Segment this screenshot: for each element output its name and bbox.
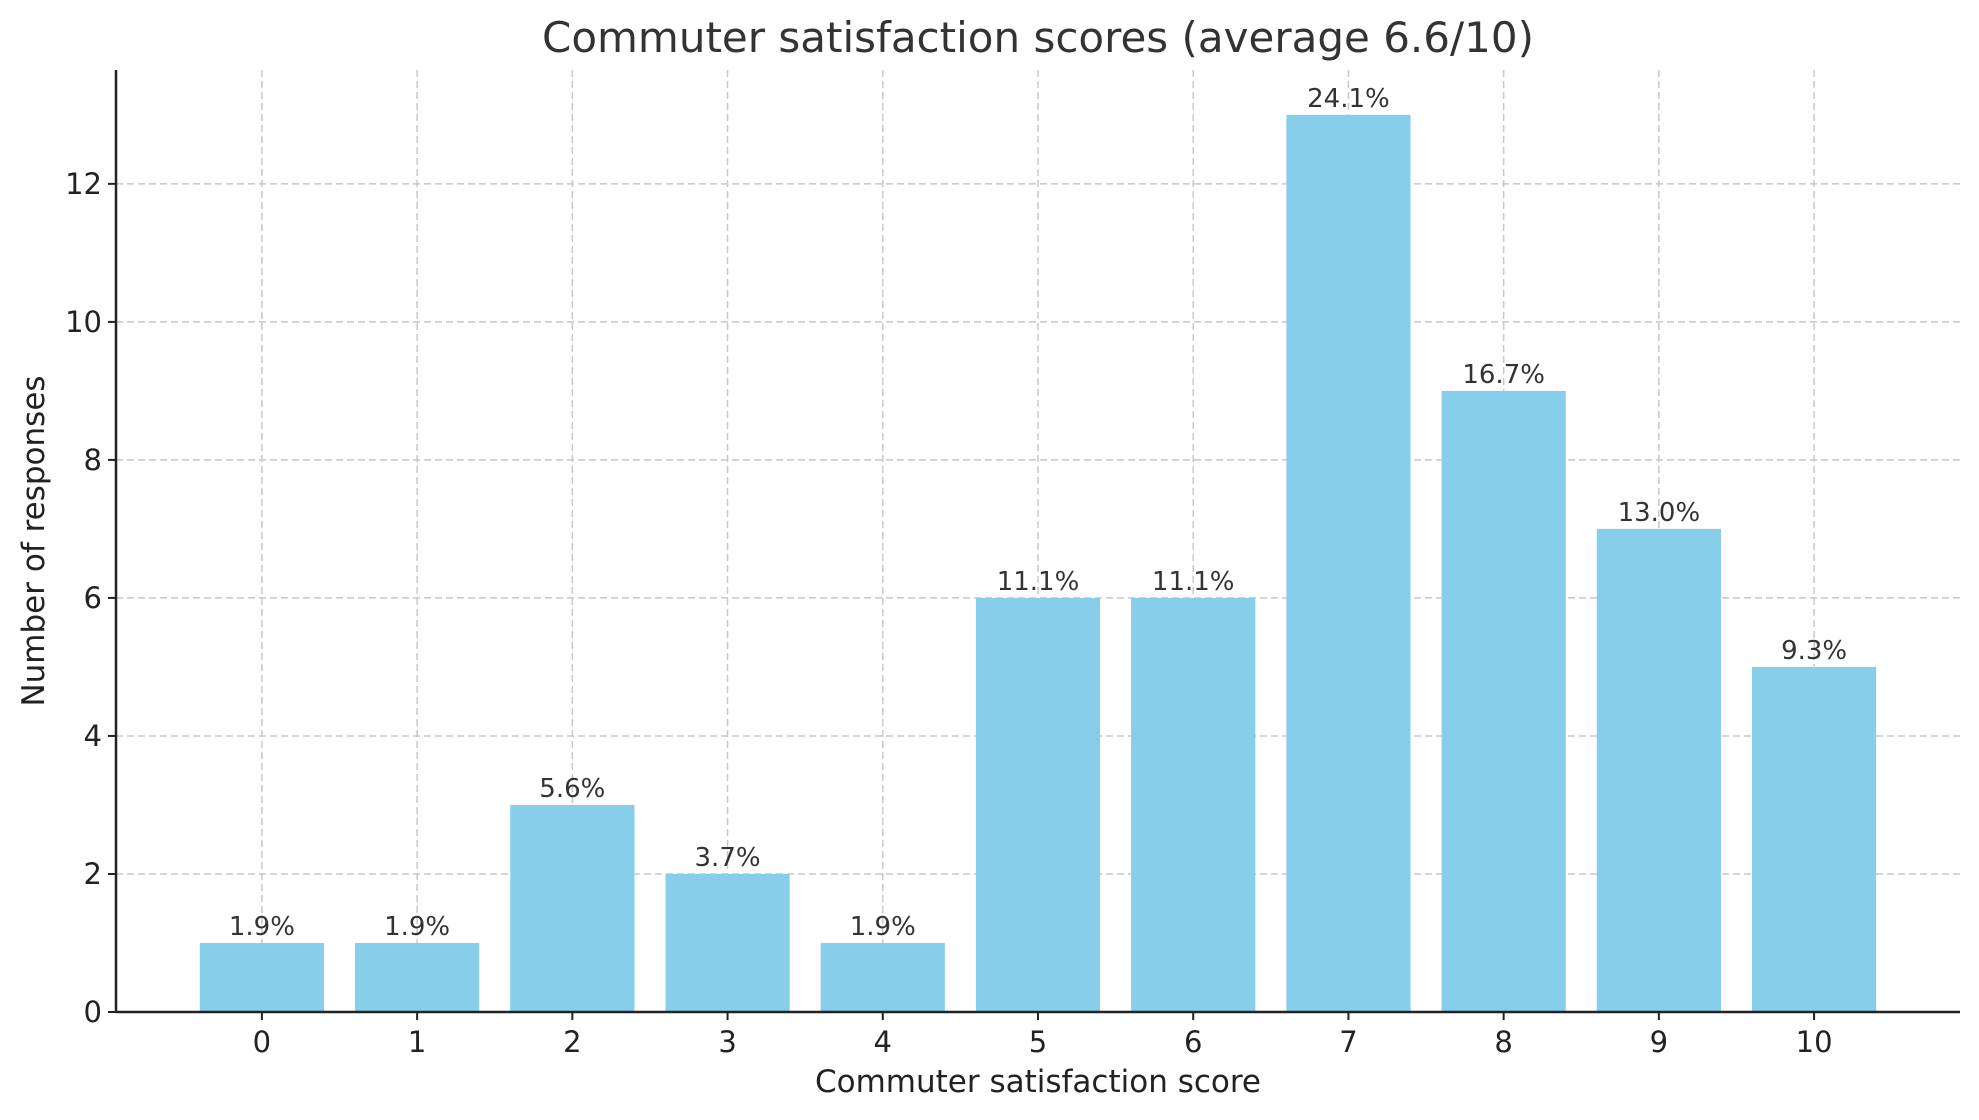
y-tick-label: 2 [84,857,102,891]
bar-4 [820,942,945,1012]
x-tick-label: 10 [1796,1025,1833,1059]
data-label: 9.3% [1781,636,1847,666]
bar-8 [1441,390,1566,1012]
bar-9 [1596,528,1721,1012]
data-label: 11.1% [1152,567,1235,597]
y-tick-label: 10 [65,305,102,339]
x-tick-label: 1 [408,1025,426,1059]
y-tick-label: 6 [84,581,102,615]
bar-2 [510,804,635,1012]
x-tick-label: 5 [1029,1025,1047,1059]
data-label: 1.9% [850,912,916,942]
x-tick-label: 9 [1650,1025,1668,1059]
data-label: 5.6% [539,774,605,804]
data-label: 13.0% [1618,498,1701,528]
x-tick-label: 3 [718,1025,736,1059]
chart-title: Commuter satisfaction scores (average 6.… [542,13,1534,62]
data-label: 1.9% [229,912,295,942]
data-label: 3.7% [695,843,761,873]
y-axis-label: Number of responses [16,375,52,706]
data-label: 16.7% [1462,360,1545,390]
x-tick-label: 8 [1494,1025,1512,1059]
bar-0 [199,942,324,1012]
x-tick-label: 2 [563,1025,581,1059]
x-tick-label: 0 [253,1025,271,1059]
x-tick-label: 7 [1339,1025,1357,1059]
y-tick-label: 12 [65,167,102,201]
data-label: 24.1% [1307,84,1390,114]
y-tick-label: 8 [84,443,102,477]
data-label: 1.9% [384,912,450,942]
bar-3 [665,873,790,1012]
bar-6 [1131,597,1256,1012]
bar-1 [355,942,480,1012]
y-tick-label: 4 [84,719,102,753]
bar-7 [1286,114,1411,1013]
y-tick-label: 0 [84,995,102,1029]
x-tick-label: 6 [1184,1025,1202,1059]
bar-10 [1752,666,1877,1012]
data-label: 11.1% [997,567,1080,597]
bar-5 [975,597,1101,1012]
x-tick-label: 4 [874,1025,892,1059]
x-axis-label: Commuter satisfaction score [815,1064,1261,1100]
